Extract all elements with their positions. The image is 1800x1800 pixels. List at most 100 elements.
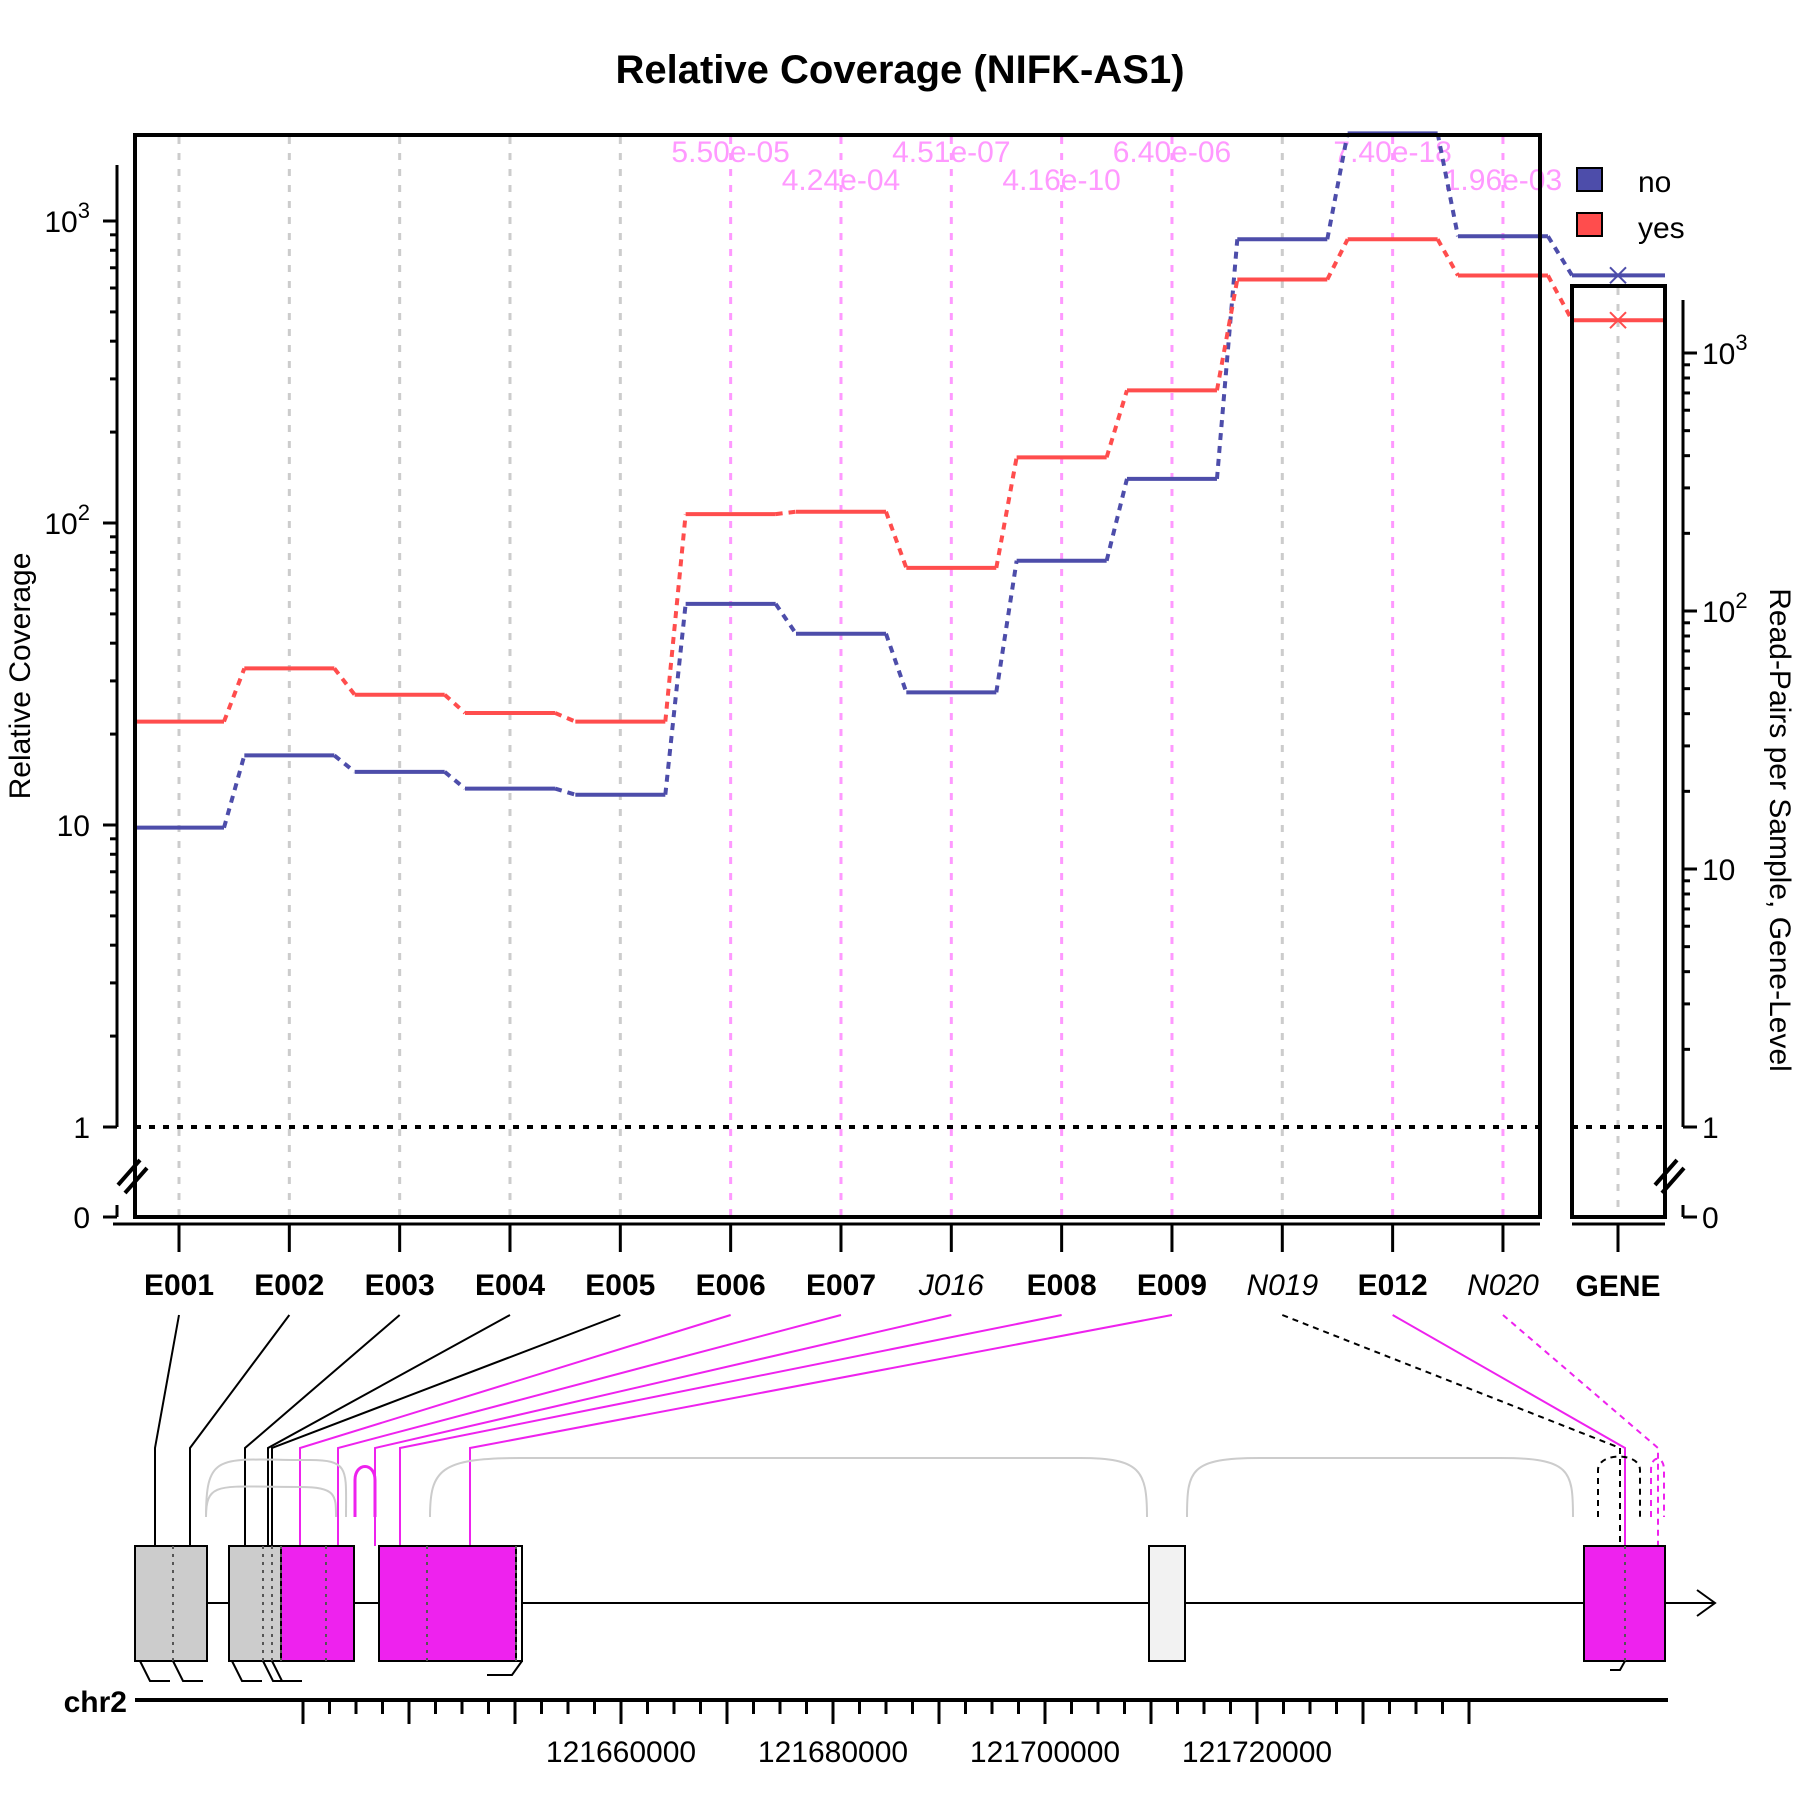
y2-tick-label-100: 102 bbox=[1702, 588, 1748, 629]
connector-no-4 bbox=[663, 603, 688, 795]
main-plot-frame bbox=[133, 133, 1542, 1219]
feature-label-N020: N020 bbox=[1467, 1269, 1539, 1302]
connector-yes-7 bbox=[994, 456, 1019, 569]
connector-no-6 bbox=[884, 633, 909, 693]
gene-mark-yes-b bbox=[1609, 311, 1627, 329]
axis-break-marks bbox=[116, 1158, 1686, 1195]
pvalue-E012: 7.40e-18 bbox=[1333, 136, 1451, 169]
exon-block-4 bbox=[378, 1545, 517, 1662]
y-axis-label: Relative Coverage bbox=[4, 553, 37, 800]
connector-yes-10 bbox=[1325, 238, 1350, 281]
feature-label-E003: E003 bbox=[365, 1269, 435, 1302]
connector-no-2 bbox=[443, 770, 467, 791]
series-yes bbox=[134, 237, 1574, 724]
connector-line-E008 bbox=[399, 1314, 1062, 1546]
y-tick-label-10: 10 bbox=[57, 810, 90, 843]
y2-tick-label-10: 10 bbox=[1702, 854, 1735, 887]
connector-no-9 bbox=[1214, 239, 1240, 480]
legend-label-yes: yes bbox=[1638, 212, 1685, 245]
feature-label-J016: J016 bbox=[918, 1269, 984, 1302]
pvalue-E007: 4.24e-04 bbox=[782, 164, 900, 197]
connector-yes-6 bbox=[884, 511, 909, 569]
connector-yes-3 bbox=[554, 711, 577, 724]
feature-label-gene: GENE bbox=[1575, 1270, 1660, 1303]
connector-line-E003 bbox=[244, 1314, 401, 1546]
series-no bbox=[134, 131, 1574, 830]
connector-yes-11 bbox=[1435, 238, 1460, 277]
pvalue-E008: 4.16e-10 bbox=[1002, 164, 1120, 197]
y2-tick-label-1000: 103 bbox=[1702, 330, 1748, 371]
y2-tick-label-0: 0 bbox=[1702, 1202, 1719, 1235]
gene-model: chr2 bbox=[64, 1455, 1717, 1719]
connector-no-11 bbox=[1435, 133, 1460, 237]
gene-mark-no-b bbox=[1609, 266, 1627, 285]
connector-no-7 bbox=[994, 560, 1019, 693]
connector-gene-no bbox=[1546, 235, 1574, 277]
coverage-series bbox=[134, 131, 1574, 830]
y-tick-label-1: 1 bbox=[73, 1112, 90, 1145]
exon-block-3 bbox=[280, 1545, 355, 1662]
connector-no-1 bbox=[333, 753, 356, 774]
connector-yes-4 bbox=[663, 513, 688, 722]
connector-no-0 bbox=[222, 754, 247, 829]
pvalue-E009: 6.40e-06 bbox=[1113, 136, 1231, 169]
feature-label-E002: E002 bbox=[254, 1269, 324, 1302]
feature-label-E012: E012 bbox=[1358, 1269, 1428, 1302]
connector-yes-2 bbox=[443, 693, 467, 715]
pvalue-J016: 4.51e-07 bbox=[892, 136, 1010, 169]
coord-label-121700000: 121700000 bbox=[970, 1736, 1120, 1769]
connector-yes-5 bbox=[775, 509, 797, 517]
legend-swatch-yes bbox=[1576, 212, 1603, 237]
connector-no-3 bbox=[554, 786, 576, 797]
feature-label-E007: E007 bbox=[806, 1269, 876, 1302]
connector-yes-0 bbox=[222, 667, 247, 723]
feature-connectors bbox=[154, 1314, 1659, 1546]
legend-swatch-no bbox=[1576, 167, 1603, 192]
y-tick-label-1000: 103 bbox=[44, 198, 90, 239]
coord-label-121680000: 121680000 bbox=[758, 1736, 908, 1769]
coord-label-121660000: 121660000 bbox=[546, 1736, 696, 1769]
feature-label-E009: E009 bbox=[1137, 1269, 1207, 1302]
pvalue-E006: 5.50e-05 bbox=[671, 136, 789, 169]
y-tick-label-0: 0 bbox=[73, 1202, 90, 1235]
connector-no-8 bbox=[1104, 478, 1129, 562]
feature-label-E005: E005 bbox=[585, 1269, 655, 1302]
connector-yes-9 bbox=[1215, 279, 1240, 391]
legend: no yes bbox=[1576, 166, 1685, 245]
connector-line-E012 bbox=[1392, 1314, 1626, 1546]
connector-line-E005 bbox=[271, 1314, 621, 1546]
connector-line-N019 bbox=[1281, 1314, 1621, 1546]
connector-line-E007 bbox=[337, 1314, 842, 1546]
connector-line-E006 bbox=[299, 1314, 731, 1546]
connector-line-E009 bbox=[469, 1314, 1173, 1546]
connector-line-E002 bbox=[189, 1314, 291, 1546]
connector-yes-8 bbox=[1104, 389, 1129, 458]
connector-no-5 bbox=[773, 602, 798, 635]
exon-block-1 bbox=[134, 1545, 208, 1662]
connector-yes-1 bbox=[332, 667, 357, 696]
connector-line-E004 bbox=[267, 1314, 511, 1546]
chromosome-label: chr2 bbox=[64, 1686, 127, 1719]
connector-line-N020 bbox=[1502, 1314, 1659, 1546]
gene-plot-frame bbox=[1570, 284, 1667, 1219]
chart-title: Relative Coverage (NIFK-AS1) bbox=[615, 48, 1184, 92]
feature-label-E006: E006 bbox=[696, 1269, 766, 1302]
feature-label-E001: E001 bbox=[144, 1269, 214, 1302]
feature-gridlines bbox=[177, 137, 1620, 1215]
connector-no-10 bbox=[1325, 133, 1350, 240]
pvalue-N020: 1.96e-03 bbox=[1444, 164, 1562, 197]
y2-axis: 0 1 10 102 103 bbox=[1681, 300, 1748, 1235]
exon-block-6 bbox=[1583, 1545, 1666, 1662]
legend-label-no: no bbox=[1638, 166, 1671, 199]
connector-line-E001 bbox=[154, 1314, 180, 1546]
exon-block-2 bbox=[228, 1545, 282, 1662]
feature-label-N019: N019 bbox=[1246, 1269, 1318, 1302]
connector-gene-yes bbox=[1546, 274, 1574, 322]
coord-label-121720000: 121720000 bbox=[1182, 1736, 1332, 1769]
pvalue-labels: 5.50e-054.24e-044.51e-074.16e-106.40e-06… bbox=[671, 136, 1562, 197]
y2-axis-label: Read-Pairs per Sample, Gene-Level bbox=[1763, 588, 1796, 1072]
x-axis-features: E001 E002 E003 E004 E005 E006 E007 J016 E008 E009… bbox=[113, 1222, 1665, 1303]
gene-level-panel bbox=[1572, 266, 1665, 329]
coordinate-ticks: 121660000 121680000 121700000 121720000 bbox=[301, 1700, 1471, 1769]
